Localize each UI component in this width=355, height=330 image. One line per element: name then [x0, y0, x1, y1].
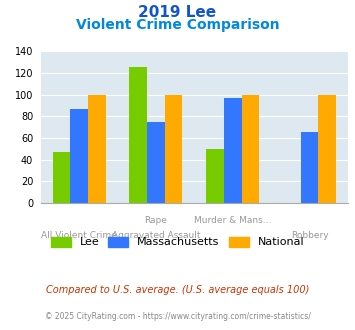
Bar [130, 67, 147, 203]
Text: Robbery: Robbery [291, 231, 328, 240]
Text: Aggravated Assault: Aggravated Assault [112, 231, 200, 240]
Bar [206, 149, 224, 203]
Bar [241, 94, 259, 203]
Bar [318, 94, 336, 203]
Bar [147, 122, 165, 203]
Bar [70, 109, 88, 203]
Text: Violent Crime Comparison: Violent Crime Comparison [76, 18, 279, 32]
Bar [301, 132, 318, 203]
Text: 2019 Lee: 2019 Lee [138, 5, 217, 20]
Text: All Violent Crime: All Violent Crime [41, 231, 117, 240]
Bar [165, 94, 182, 203]
Bar [53, 152, 70, 203]
Text: Murder & Mans...: Murder & Mans... [194, 216, 272, 225]
Text: Compared to U.S. average. (U.S. average equals 100): Compared to U.S. average. (U.S. average … [46, 285, 309, 295]
Bar [224, 98, 241, 203]
Text: © 2025 CityRating.com - https://www.cityrating.com/crime-statistics/: © 2025 CityRating.com - https://www.city… [45, 312, 310, 321]
Bar [88, 94, 106, 203]
Legend: Lee, Massachusetts, National: Lee, Massachusetts, National [47, 232, 308, 252]
Text: Rape: Rape [144, 216, 168, 225]
